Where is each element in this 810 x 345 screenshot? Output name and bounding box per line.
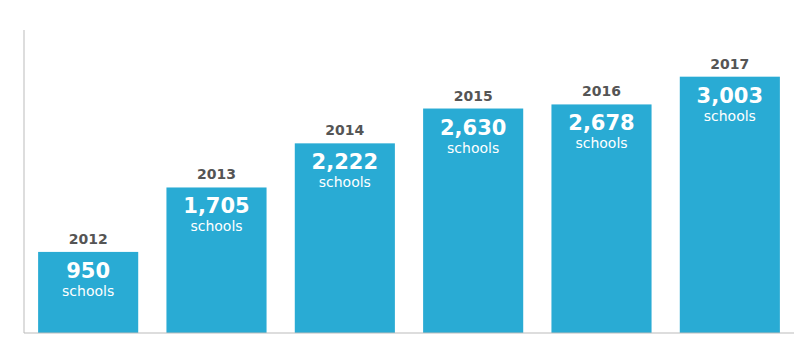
data-label: 950 — [66, 259, 110, 283]
annotation: schools — [62, 283, 114, 299]
category-label: 2013 — [197, 166, 236, 182]
category-label: 2015 — [454, 88, 493, 104]
annotation: schools — [319, 174, 371, 190]
bar — [551, 104, 651, 333]
category-label: 2016 — [582, 83, 621, 99]
category-label: 2012 — [69, 231, 108, 247]
x-axis-line — [24, 333, 794, 334]
data-label: 2,678 — [568, 111, 634, 135]
chart-svg: 2012950schools20131,705schools20142,222s… — [0, 0, 810, 345]
category-label: 2017 — [710, 56, 749, 72]
annotation: schools — [575, 135, 627, 151]
annotation: schools — [704, 108, 756, 124]
bar — [166, 187, 266, 333]
annotation: schools — [447, 140, 499, 156]
bar — [295, 143, 395, 333]
data-label: 2,222 — [312, 150, 378, 174]
data-label: 2,630 — [440, 116, 506, 140]
category-label: 2014 — [325, 122, 364, 138]
bar — [423, 109, 523, 333]
y-axis-line — [24, 30, 25, 333]
labels: 2012950schools20131,705schools20142,222s… — [62, 56, 763, 299]
bar — [680, 77, 780, 333]
data-label: 3,003 — [697, 84, 763, 108]
bars — [38, 77, 780, 333]
annotation: schools — [190, 218, 242, 234]
bar — [38, 252, 138, 333]
chart-container: 2012950schools20131,705schools20142,222s… — [0, 0, 810, 345]
data-label: 1,705 — [183, 194, 249, 218]
